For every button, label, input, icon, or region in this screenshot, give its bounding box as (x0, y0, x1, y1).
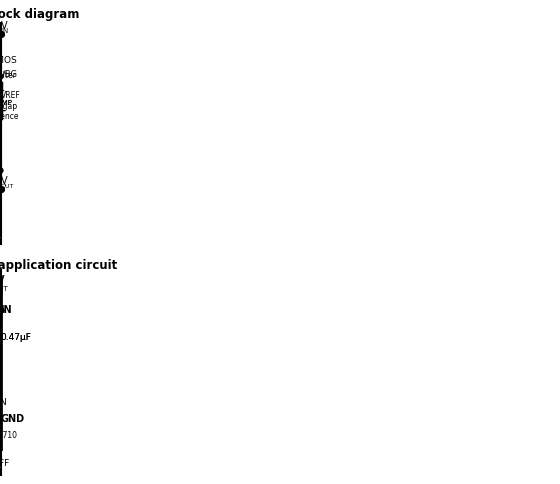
Text: −: − (0, 104, 6, 118)
Text: ON: ON (0, 398, 8, 407)
Text: PDMOS: PDMOS (0, 56, 17, 65)
Text: V: V (1, 21, 8, 31)
Text: IN: IN (0, 286, 4, 292)
Text: AMG190420170901MT: AMG190420170901MT (0, 237, 1, 242)
Bar (0, 270, 1, 475)
Text: OUT: OUT (0, 286, 8, 292)
Text: OUT: OUT (1, 184, 15, 189)
Text: RC filter: RC filter (0, 71, 16, 80)
Text: Figure 1: Block diagram: Figure 1: Block diagram (0, 8, 80, 20)
Text: OFF: OFF (0, 459, 10, 468)
Text: −: − (0, 104, 6, 118)
Text: IN: IN (1, 29, 8, 34)
Text: IN: IN (0, 288, 4, 294)
Text: 0.47μF: 0.47μF (1, 333, 32, 342)
Text: GND: GND (1, 414, 25, 424)
Bar (0, 23, 1, 244)
Text: OUT: OUT (0, 305, 1, 315)
Text: IN: IN (1, 305, 12, 315)
Text: EN: EN (0, 414, 1, 424)
Text: V: V (1, 176, 8, 186)
Text: VBG: VBG (0, 70, 18, 79)
Text: AMG190420170902MT: AMG190420170902MT (0, 468, 1, 472)
Text: OPAMP: OPAMP (0, 100, 12, 106)
Text: V: V (0, 277, 3, 287)
Text: V: V (0, 274, 4, 285)
Text: +: + (0, 86, 5, 96)
Text: reference: reference (0, 112, 18, 121)
Text: 0.47μF: 0.47μF (1, 333, 31, 342)
Text: Figure 2: Typical application circuit: Figure 2: Typical application circuit (0, 258, 117, 272)
Text: OPAMP: OPAMP (0, 100, 12, 106)
Text: V: V (0, 274, 3, 285)
Text: CSS8710: CSS8710 (0, 431, 17, 439)
Text: +: + (0, 86, 5, 96)
Text: VREF: VREF (1, 91, 20, 100)
Text: Bandgap: Bandgap (0, 102, 17, 111)
